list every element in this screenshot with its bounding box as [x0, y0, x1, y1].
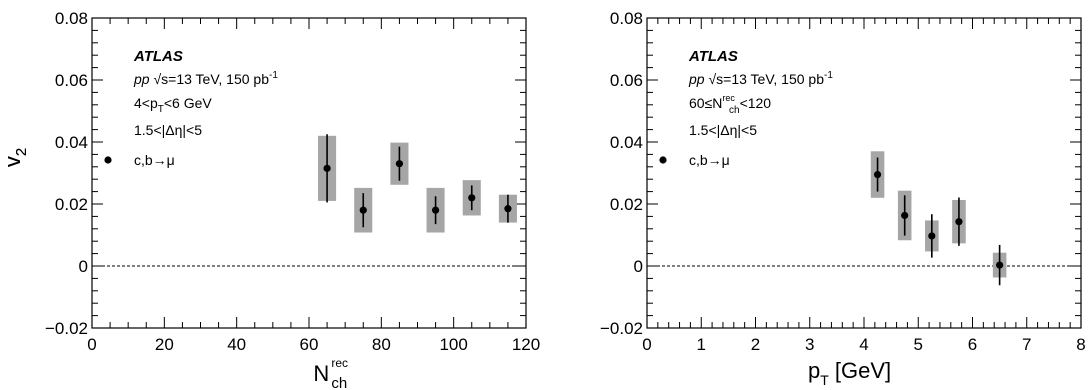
- data-point: [468, 194, 476, 202]
- data-point: [431, 206, 440, 214]
- data-point: [955, 218, 963, 226]
- data-point: [873, 170, 882, 179]
- x-tick-label: 80: [372, 335, 391, 354]
- y-tick-label: 0.02: [55, 195, 88, 214]
- eta-gap-label: 1.5<|Δη|<5: [134, 122, 202, 138]
- x-tick-label: 2: [751, 335, 760, 354]
- y-tick-label: 0.02: [610, 195, 643, 214]
- x-tick-label: 40: [227, 335, 246, 354]
- eta-gap-label: 1.5<|Δη|<5: [689, 122, 757, 138]
- plot-frame: [91, 17, 527, 329]
- y-tick-label: 0.08: [610, 9, 643, 28]
- x-tick-label: 120: [512, 335, 540, 354]
- y-tick-label: −0.02: [600, 319, 643, 338]
- data-point: [395, 160, 404, 168]
- x-tick-label: 1: [697, 335, 706, 354]
- x-tick-label: 4: [859, 335, 868, 354]
- data-point: [359, 206, 367, 214]
- y-tick-label: 0: [79, 257, 88, 276]
- y-tick-label: 0.04: [610, 133, 643, 152]
- y-tick-label: 0.04: [55, 133, 88, 152]
- legend-label: c,b→μ: [134, 152, 175, 168]
- selection-label: 60≤Nrec ch<120: [689, 93, 771, 116]
- x-axis-label: pT [GeV]: [808, 358, 891, 388]
- x-tick-label: 8: [1076, 335, 1085, 354]
- y-tick-label: 0.06: [55, 71, 88, 90]
- data-point: [323, 164, 331, 172]
- x-tick-label: 0: [87, 335, 96, 354]
- y-tick-label: −0.02: [45, 319, 88, 338]
- energy-lumi-label: pp √s=13 TeV, 150 pb-1: [688, 70, 833, 87]
- x-tick-label: 5: [914, 335, 923, 354]
- y-axis-label: v2: [0, 148, 30, 167]
- experiment-label: ATLAS: [133, 48, 183, 65]
- y-tick-label: 0.06: [610, 71, 643, 90]
- x-tick-label: 0: [642, 335, 651, 354]
- x-tick-label: 60: [300, 335, 319, 354]
- legend-label: c,b→μ: [689, 152, 730, 168]
- experiment-label: ATLAS: [688, 48, 738, 65]
- legend-marker: [659, 156, 667, 164]
- data-point: [504, 205, 512, 213]
- plot-frame: [646, 17, 1082, 329]
- selection-label: 4<pT<6 GeV: [134, 95, 212, 115]
- energy-lumi-label: pp √s=13 TeV, 150 pb-1: [133, 70, 278, 87]
- x-tick-label: 7: [1022, 335, 1031, 354]
- data-point: [901, 211, 909, 220]
- x-tick-label: 3: [805, 335, 814, 354]
- data-point: [928, 232, 936, 240]
- x-tick-label: 6: [968, 335, 977, 354]
- x-tick-label: 100: [439, 335, 467, 354]
- legend-marker: [104, 156, 112, 164]
- y-tick-label: 0.08: [55, 9, 88, 28]
- y-tick-label: 0: [634, 257, 643, 276]
- y-axis-label: v2: [0, 148, 30, 167]
- x-tick-label: 20: [155, 335, 174, 354]
- data-point: [996, 261, 1004, 269]
